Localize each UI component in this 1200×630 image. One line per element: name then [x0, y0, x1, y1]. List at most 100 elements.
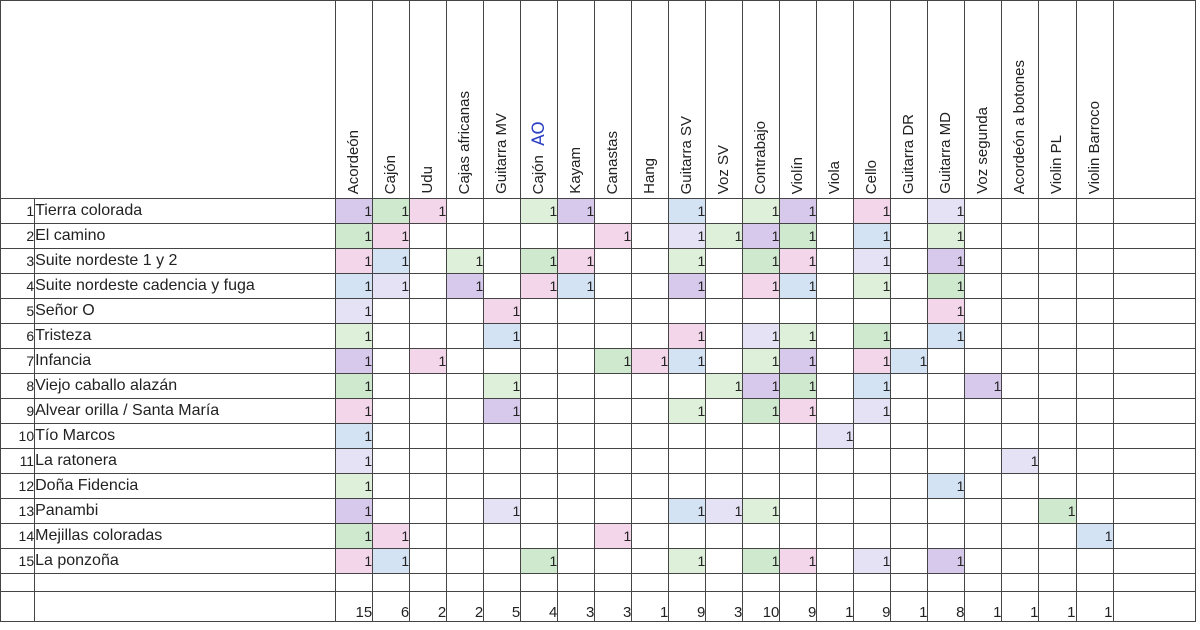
instrument-cell: [1075, 498, 1114, 524]
instrument-cell: [705, 548, 744, 574]
instrument-cell: 1: [964, 373, 1003, 399]
empty-cell: [1001, 573, 1040, 592]
instrument-cell: [890, 273, 929, 299]
empty-cell: [1112, 248, 1197, 274]
instrument-cell: [964, 548, 1003, 574]
instrument-cell: [446, 373, 485, 399]
instrument-cell: 1: [483, 373, 522, 399]
instrument-cell: [705, 348, 744, 374]
instrument-cell: [964, 298, 1003, 324]
instrument-cell: [1075, 348, 1114, 374]
instrument-cell: [705, 423, 744, 449]
instrument-cell: 1: [335, 548, 374, 574]
instrument-cell: [446, 348, 485, 374]
instrument-cell: 1: [335, 248, 374, 274]
instrument-cell: 1: [742, 373, 781, 399]
instrument-cell: [1038, 323, 1077, 349]
instrument-cell: [927, 348, 966, 374]
table-row: 15 La ponzoña 1 1 1 1 1 1 1 1: [0, 548, 1197, 574]
instrument-cell: [372, 448, 411, 474]
instrument-cell: [520, 348, 559, 374]
instrument-cell: [1075, 298, 1114, 324]
instrument-cell: [742, 298, 781, 324]
instrument-name: Guitarra DR: [900, 113, 918, 194]
instrument-total: 2: [446, 591, 485, 622]
instrument-total: 3: [557, 591, 596, 622]
instrument-cell: [890, 398, 929, 424]
instrument-total: 1: [1001, 591, 1040, 622]
instrument-cell: 1: [557, 248, 596, 274]
instrument-cell: [483, 473, 522, 499]
instrument-total: 9: [668, 591, 707, 622]
instrument-cell: 1: [631, 348, 670, 374]
instrument-cell: [853, 473, 892, 499]
instrument-cell: 1: [446, 273, 485, 299]
instrument-cell: [890, 498, 929, 524]
instrument-cell: 1: [742, 248, 781, 274]
instrument-cell: 1: [668, 548, 707, 574]
song-number: 6: [0, 323, 36, 349]
instrument-label: Viola: [823, 155, 847, 194]
instrument-cell: [853, 423, 892, 449]
instrument-cell: [557, 398, 596, 424]
instrument-cell: [557, 448, 596, 474]
instrument-label: Cello: [860, 154, 884, 194]
instrument-cell: [964, 223, 1003, 249]
instrument-cell: [446, 448, 485, 474]
empty-cell: [1112, 591, 1197, 622]
instrument-cell: 1: [927, 298, 966, 324]
instrument-cell: [927, 373, 966, 399]
instrument-cell: [816, 273, 855, 299]
instrument-cell: [483, 198, 522, 224]
instrument-cell: [483, 423, 522, 449]
instrument-cell: [964, 423, 1003, 449]
instrument-name: Guitarra MD: [937, 112, 955, 194]
instrument-total: 1: [1075, 591, 1114, 622]
instrument-cell: [816, 348, 855, 374]
instrument-cell: 1: [1038, 498, 1077, 524]
instrument-cell: [779, 298, 818, 324]
instrument-cell: 1: [1001, 448, 1040, 474]
instrument-cell: [483, 348, 522, 374]
instrument-cell: [409, 498, 448, 524]
instrument-cell: 1: [742, 548, 781, 574]
instrument-name: Cajón: [382, 154, 400, 194]
song-number: 1: [0, 198, 36, 224]
instrument-header: Cajón: [372, 0, 411, 199]
song-title: Alvear orilla / Santa María: [34, 398, 337, 424]
instrument-cell: [1001, 223, 1040, 249]
instrument-cell: [816, 498, 855, 524]
instrument-cell: [816, 248, 855, 274]
instrument-cell: [409, 398, 448, 424]
table-row: 6 Tristeza 1 1 1 1 1 1 1: [0, 323, 1197, 349]
instrument-cell: [631, 448, 670, 474]
instrument-cell: 1: [927, 473, 966, 499]
instrument-header: Udu: [409, 0, 448, 199]
instrument-cell: [557, 498, 596, 524]
instrument-cell: [964, 323, 1003, 349]
instrument-cell: [594, 473, 633, 499]
empty-cell: [1112, 323, 1197, 349]
instrument-cell: 1: [335, 198, 374, 224]
song-title: Tierra colorada: [34, 198, 337, 224]
instrument-cell: 1: [335, 448, 374, 474]
instrument-cell: 1: [335, 323, 374, 349]
instrument-cell: [1038, 548, 1077, 574]
instrument-total: 4: [520, 591, 559, 622]
instrument-cell: [705, 198, 744, 224]
instrument-cell: 1: [853, 398, 892, 424]
empty-cell: [1112, 198, 1197, 224]
instrument-cell: 1: [779, 248, 818, 274]
instrument-cell: [557, 373, 596, 399]
instrument-cell: [964, 523, 1003, 549]
instrument-name: Acordeón a botones: [1011, 59, 1029, 194]
instrument-cell: 1: [668, 398, 707, 424]
empty-cell: [890, 573, 929, 592]
instrument-cell: 1: [594, 523, 633, 549]
instrument-cell: [446, 473, 485, 499]
instrument-header: Contrabajo: [742, 0, 781, 199]
empty-cell: [631, 573, 670, 592]
instrument-cell: 1: [668, 323, 707, 349]
empty-cell: [1112, 273, 1197, 299]
instrument-header: Guitarra MD: [927, 0, 966, 199]
